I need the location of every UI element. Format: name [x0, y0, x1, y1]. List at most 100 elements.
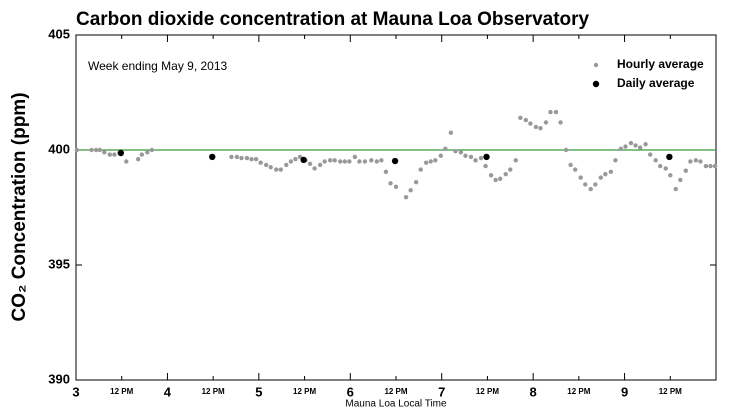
data-point	[578, 175, 583, 180]
data-point	[357, 159, 362, 164]
x-tick-label: 5	[255, 384, 262, 399]
data-point	[468, 154, 474, 160]
x-axis-label: Mauna Loa Local Time	[345, 399, 447, 410]
data-point	[438, 153, 443, 158]
y-axis-label: CO₂ Concentration (ppm)	[9, 92, 30, 321]
data-point	[234, 154, 240, 160]
data-point	[139, 152, 145, 157]
data-point	[553, 109, 559, 115]
x-tick-label: 12 PM	[202, 387, 225, 396]
data-point	[708, 163, 713, 169]
data-point	[428, 159, 433, 164]
data-point	[473, 158, 478, 163]
data-point	[93, 147, 99, 153]
x-tick-label: 12 PM	[293, 387, 316, 396]
data-point	[583, 182, 588, 187]
data-point	[623, 144, 628, 149]
data-point	[288, 159, 294, 164]
data-point	[338, 159, 343, 164]
data-point	[658, 163, 663, 169]
data-point	[683, 168, 689, 173]
data-point	[663, 166, 668, 171]
x-tick-label: 12 PM	[110, 387, 133, 396]
data-point	[307, 161, 313, 166]
data-point	[608, 169, 614, 175]
data-point	[300, 156, 307, 164]
x-tick-label: 4	[164, 384, 172, 399]
y-tick-label: 400	[48, 141, 70, 156]
data-point	[268, 165, 273, 170]
data-point	[533, 124, 539, 130]
data-point	[637, 145, 643, 150]
data-point	[463, 153, 468, 158]
data-point	[374, 159, 379, 164]
data-point	[598, 175, 603, 180]
data-point	[278, 167, 283, 172]
data-point	[112, 152, 117, 157]
data-point	[693, 158, 699, 163]
data-point	[117, 149, 125, 157]
data-point	[97, 147, 102, 153]
data-point	[317, 162, 323, 168]
x-tick-label: 12 PM	[384, 387, 407, 396]
data-point	[263, 162, 269, 168]
y-tick-label: 405	[48, 26, 70, 41]
data-point	[408, 188, 413, 193]
data-point	[284, 162, 289, 168]
y-tick-label: 390	[48, 371, 70, 386]
data-point	[423, 160, 429, 165]
data-point	[342, 159, 347, 164]
data-point	[478, 155, 484, 161]
data-point	[135, 157, 141, 162]
data-point	[647, 152, 653, 157]
data-point	[488, 173, 494, 178]
data-point	[74, 147, 80, 153]
data-point	[538, 125, 543, 131]
data-point	[673, 186, 678, 192]
data-point	[688, 159, 693, 164]
data-point	[668, 173, 673, 178]
data-point	[391, 157, 399, 165]
data-point	[508, 167, 513, 172]
data-point	[483, 163, 488, 169]
data-point	[347, 159, 352, 164]
x-tick-label: 12 PM	[476, 387, 499, 396]
data-point	[518, 115, 523, 121]
data-point	[653, 158, 658, 163]
data-point	[352, 154, 358, 160]
x-tick-label: 3	[72, 384, 79, 399]
legend-label: Hourly average	[617, 57, 704, 71]
x-tick-label: 6	[347, 384, 354, 399]
data-point	[322, 159, 327, 164]
data-point	[383, 169, 389, 175]
data-point	[388, 181, 393, 186]
data-point	[379, 158, 384, 163]
data-point	[403, 194, 409, 200]
x-tick-label: 8	[530, 384, 537, 399]
data-point	[274, 167, 279, 172]
data-point	[448, 130, 454, 135]
data-point	[498, 176, 503, 181]
data-point	[107, 152, 113, 157]
data-point	[253, 157, 259, 162]
data-point	[523, 117, 529, 123]
y-tick-label: 395	[48, 256, 70, 271]
data-point	[573, 167, 578, 172]
data-point	[528, 121, 533, 126]
data-point	[293, 157, 298, 162]
data-point	[712, 163, 718, 169]
data-point	[483, 153, 490, 161]
data-point	[249, 157, 254, 162]
annotation: Week ending May 9, 2013	[88, 59, 228, 73]
data-point	[229, 154, 234, 160]
data-point	[593, 182, 598, 187]
data-point	[613, 158, 618, 163]
legend-marker	[593, 62, 599, 68]
data-point	[548, 109, 553, 115]
data-point	[493, 177, 498, 183]
data-point	[413, 180, 419, 185]
data-point	[703, 163, 709, 169]
data-point	[362, 159, 368, 164]
x-tick-label: 7	[438, 384, 445, 399]
data-point	[312, 166, 317, 171]
